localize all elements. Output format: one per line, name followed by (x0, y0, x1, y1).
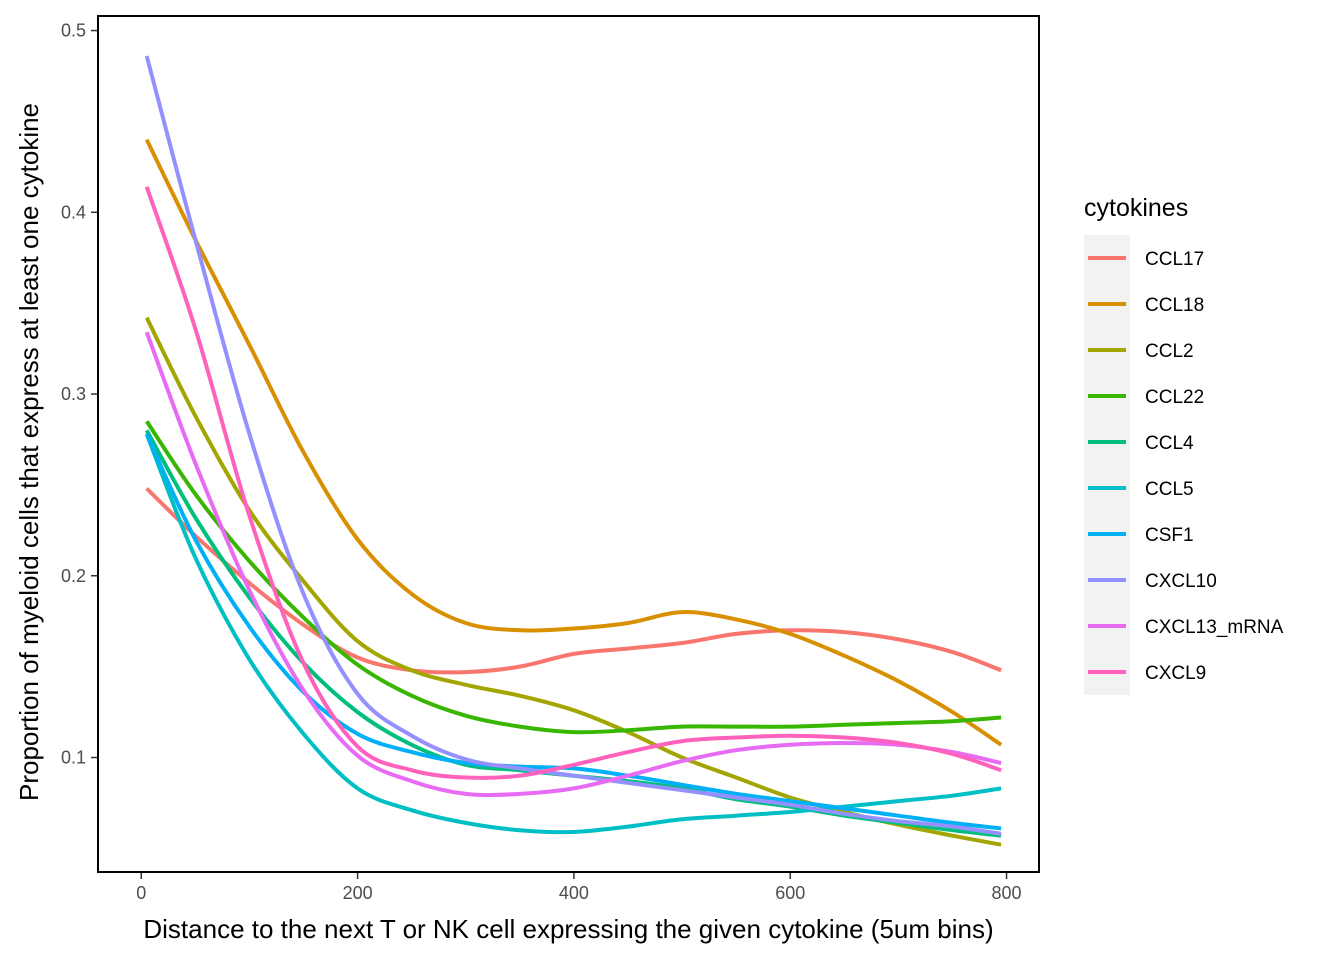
legend-label: CCL17 (1145, 249, 1204, 270)
legend-label: CXCL10 (1145, 571, 1217, 592)
legend-label: CCL5 (1145, 479, 1194, 500)
legend-key-background (1084, 235, 1130, 695)
plot-lines (144, 55, 1003, 847)
x-tick-label: 0 (136, 883, 146, 903)
y-tick-label: 0.4 (61, 202, 86, 222)
legend-title: cytokines (1084, 194, 1188, 222)
legend-label: CCL22 (1145, 387, 1204, 408)
plot-panel-border (97, 15, 1040, 873)
legend-label: CCL18 (1145, 295, 1204, 316)
y-tick-label: 0.3 (61, 384, 86, 404)
y-axis-title: Proportion of myeloid cells that express… (14, 103, 44, 801)
y-tick-label: 0.1 (61, 748, 86, 768)
series-line-cxcl9 (144, 186, 1002, 780)
x-tick-label: 800 (992, 883, 1022, 903)
legend-label: CCL4 (1145, 433, 1194, 454)
series-line-cxcl10 (144, 55, 1002, 836)
series-line-ccl17 (145, 487, 1002, 675)
legend-label: CCL2 (1145, 341, 1194, 362)
y-tick-label: 0.2 (61, 566, 86, 586)
legend-label: CXCL13_mRNA (1145, 617, 1284, 638)
series-line-cxcl13-mrna (144, 331, 1002, 798)
legend: cytokines CCL17 CCL18 CCL2 CCL22 CCL4 CCL5 CSF… (1084, 194, 1284, 695)
axis-ticks: 0 200 400 600 800 0.1 0.2 0.3 0.4 0.5 (61, 21, 1022, 903)
x-tick-label: 200 (343, 883, 373, 903)
series-line-ccl18 (144, 138, 1003, 747)
series-line-csf1 (144, 433, 1002, 831)
x-axis-title: Distance to the next T or NK cell expres… (143, 914, 993, 944)
y-tick-label: 0.5 (61, 21, 86, 41)
series-line-ccl22 (145, 420, 1002, 735)
series-line-ccl5 (144, 433, 1002, 835)
legend-label: CXCL9 (1145, 663, 1206, 684)
legend-label: CSF1 (1145, 525, 1194, 546)
legend-items: CCL17 CCL18 CCL2 CCL22 CCL4 CCL5 CSF1 CXCL10 CXC… (1088, 249, 1284, 684)
x-tick-label: 600 (775, 883, 805, 903)
x-tick-label: 400 (559, 883, 589, 903)
